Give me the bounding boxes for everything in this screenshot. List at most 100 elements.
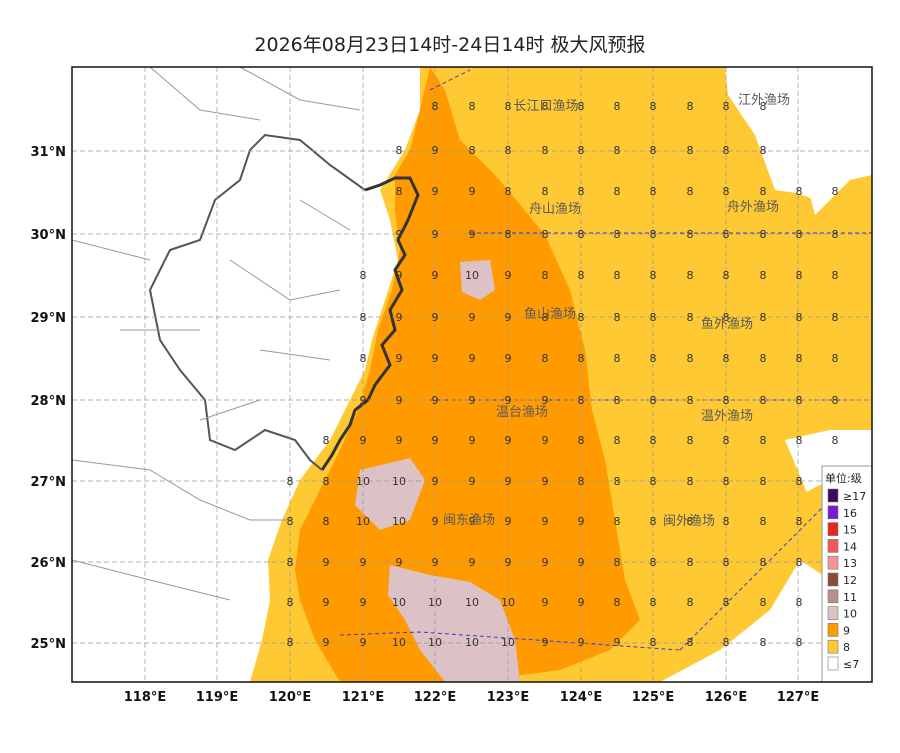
- wind-level-mark: 9: [323, 556, 330, 569]
- province-border: [148, 133, 366, 471]
- wind-level-mark: 9: [323, 596, 330, 609]
- y-tick-label: 26°N: [31, 556, 66, 571]
- wind-level-mark: 9: [505, 269, 512, 282]
- wind-level-mark: 8: [796, 311, 803, 324]
- zone-label: 鱼外渔场: [701, 316, 753, 332]
- wind-level-mark: 8: [687, 434, 694, 447]
- legend-label: 14: [843, 540, 857, 553]
- wind-level-mark: 8: [578, 269, 585, 282]
- wind-level-mark: 10: [465, 269, 479, 282]
- wind-level-mark: 8: [542, 311, 549, 324]
- wind-level-mark: 9: [432, 228, 439, 241]
- wind-level-mark: 8: [578, 100, 585, 113]
- wind-level-mark: 10: [356, 515, 370, 528]
- wind-level-mark: 8: [723, 596, 730, 609]
- wind-level-mark: 8: [323, 515, 330, 528]
- wind-level-mark: 9: [505, 311, 512, 324]
- wind-level-mark: 9: [469, 185, 476, 198]
- wind-level-mark: 8: [614, 311, 621, 324]
- x-tick-label: 122°E: [414, 690, 457, 705]
- wind-level-mark: 8: [505, 100, 512, 113]
- wind-level-mark: 9: [505, 475, 512, 488]
- zone-label: 江外渔场: [738, 93, 790, 108]
- wind-level-mark: 8: [723, 556, 730, 569]
- wind-level-mark: 8: [287, 596, 294, 609]
- legend-label: 13: [843, 557, 857, 570]
- wind-level-mark: 9: [469, 434, 476, 447]
- x-tick-label: 124°E: [560, 690, 603, 705]
- wind-level-mark: 9: [542, 434, 549, 447]
- wind-level-mark: 9: [469, 475, 476, 488]
- y-tick-label: 31°N: [31, 145, 66, 160]
- legend-swatch: [827, 623, 839, 637]
- wind-level-mark: 8: [542, 185, 549, 198]
- wind-level-mark: 8: [723, 228, 730, 241]
- wind-level-mark: 8: [578, 185, 585, 198]
- wind-level-mark: 8: [796, 636, 803, 649]
- coastline: [320, 176, 420, 471]
- wind-level-mark: 8: [650, 352, 657, 365]
- wind-level-mark: 8: [760, 269, 767, 282]
- wind-level-mark: 9: [396, 311, 403, 324]
- wind-level-mark: 8: [723, 636, 730, 649]
- zone-label: 舟外渔场: [727, 200, 779, 215]
- lat-lon-grid: [72, 67, 872, 682]
- wind-level-mark: 8: [832, 311, 839, 324]
- wind-level-mark: 9: [469, 556, 476, 569]
- wind-level-mark: 8: [650, 636, 657, 649]
- wind-level-mark: 8: [687, 269, 694, 282]
- wind-level-mark: 9: [614, 636, 621, 649]
- legend-label: 10: [843, 608, 857, 621]
- wind-level-mark: 8: [796, 556, 803, 569]
- wind-level-mark: 9: [542, 636, 549, 649]
- wind-level-mark: 9: [469, 394, 476, 407]
- wind-level-mark: 9: [578, 596, 585, 609]
- wind-level-mark: 8: [614, 394, 621, 407]
- wind-level-mark: 8: [687, 311, 694, 324]
- wind-level-mark: 8: [542, 144, 549, 157]
- wind-level-mark: 8: [760, 636, 767, 649]
- wind-level-mark: 8: [723, 394, 730, 407]
- wind-level-mark: 8: [650, 269, 657, 282]
- wind-level-mark: 8: [760, 228, 767, 241]
- wind-level-labels: 8 8 8 8 8 8 8 8 8 8 8 9 8 8 8 8 8 8 8 8 8 8 9 9 8 8 8 8 8 8 8 8 8 8 9 9 9 8 8 8…: [287, 100, 839, 649]
- wind-level-mark: 8: [396, 185, 403, 198]
- wind-level-mark: 9: [396, 556, 403, 569]
- legend-title: 单位:级: [825, 471, 862, 485]
- wind-level-mark: 10: [392, 636, 406, 649]
- wind-level-mark: 8: [578, 311, 585, 324]
- wind-level-mark: 8: [760, 515, 767, 528]
- wind-level-mark: 9: [432, 556, 439, 569]
- legend-swatch: [827, 639, 839, 654]
- wind-level-mark: 8: [650, 596, 657, 609]
- wind-level-mark: 8: [542, 228, 549, 241]
- x-tick-label: 118°E: [124, 690, 167, 705]
- wind-level-mark: 9: [505, 394, 512, 407]
- wind-level-mark: 9: [432, 434, 439, 447]
- wind-level-mark: 8: [796, 269, 803, 282]
- wind-level-mark: 9: [360, 394, 367, 407]
- wind-level-mark: 9: [505, 515, 512, 528]
- wind-level-mark: 8: [650, 475, 657, 488]
- wind-level-mark: 8: [323, 475, 330, 488]
- wind-level-mark: 8: [614, 556, 621, 569]
- wind-level-mark: 8: [832, 185, 839, 198]
- wind-level-mark: 9: [323, 636, 330, 649]
- wind-level-mark: 9: [396, 434, 403, 447]
- wind-level-mark: 8: [650, 515, 657, 528]
- wind-level-mark: 9: [432, 352, 439, 365]
- wind-level-mark: 9: [360, 556, 367, 569]
- wind-level-mark: 9: [578, 636, 585, 649]
- wind-level-mark: 10: [392, 475, 406, 488]
- wind-level-mark: 10: [501, 596, 515, 609]
- wind-level-mark: 9: [432, 515, 439, 528]
- wind-level-mark: 9: [396, 394, 403, 407]
- wind-level-mark: 8: [360, 311, 367, 324]
- wind-level-mark: 8: [650, 434, 657, 447]
- wind-level-mark: 9: [432, 185, 439, 198]
- wind-level-mark: 8: [832, 434, 839, 447]
- wind-level-mark: 8: [687, 100, 694, 113]
- wind-level-mark: 9: [469, 515, 476, 528]
- wind-level-mark: 8: [796, 596, 803, 609]
- wind-level-mark: 8: [723, 352, 730, 365]
